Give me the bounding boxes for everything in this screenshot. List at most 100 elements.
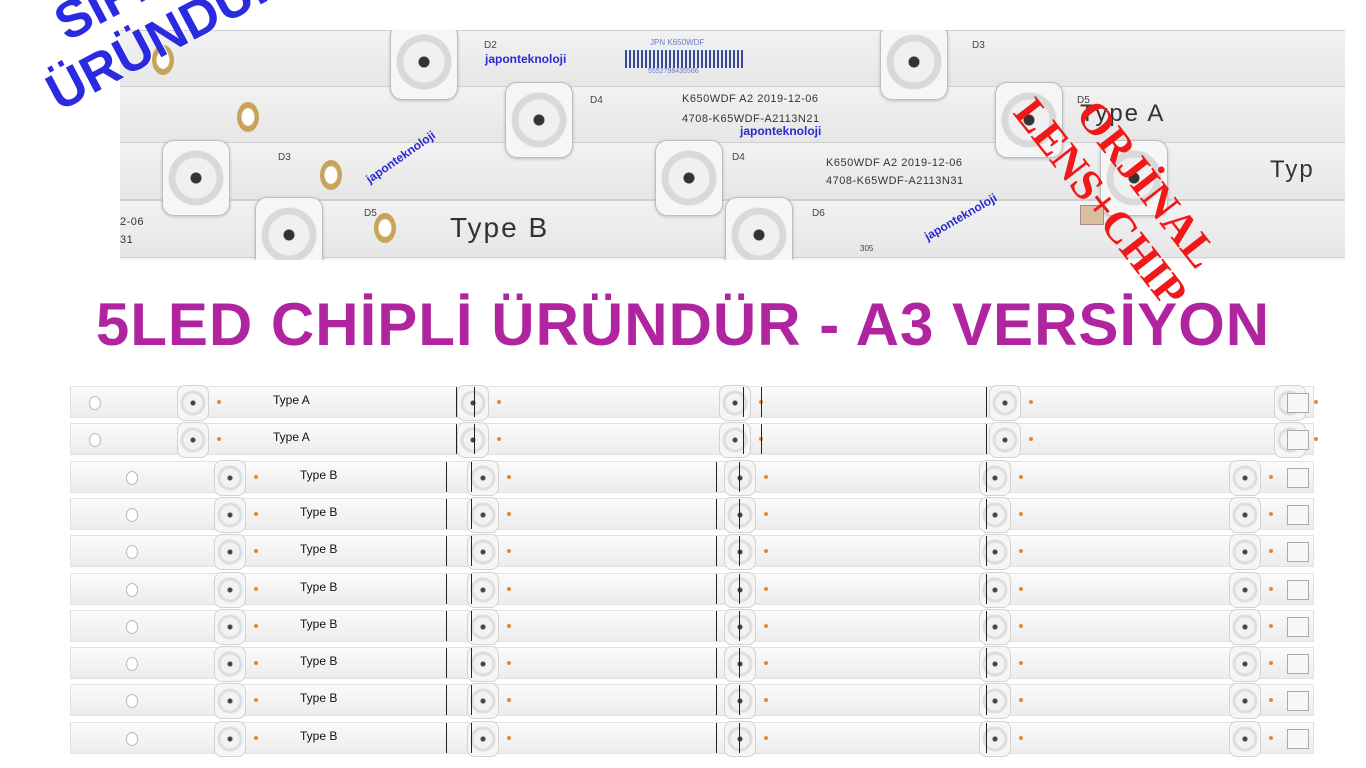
led-lens	[1229, 534, 1261, 571]
solder-dot	[254, 735, 258, 740]
connector	[1287, 504, 1309, 525]
solder-dot	[1269, 586, 1273, 591]
segment-divider	[739, 536, 740, 567]
mount-hole	[126, 657, 138, 672]
solder-dot	[254, 623, 258, 628]
led-lens	[989, 385, 1021, 421]
led-label: D3	[972, 40, 985, 51]
led-lens	[467, 534, 499, 571]
segment-divider	[446, 536, 447, 567]
type-a-label: Type A	[1080, 100, 1166, 127]
mount-hole	[126, 507, 138, 522]
led-lens	[724, 571, 756, 608]
solder-dot	[764, 661, 768, 666]
segment-divider	[446, 573, 447, 604]
led-lens	[979, 534, 1011, 571]
led-lens	[724, 646, 756, 683]
led-label: D6	[812, 208, 825, 219]
solder-dot	[1314, 400, 1318, 404]
segment-divider	[456, 387, 457, 417]
solder-dot	[764, 549, 768, 554]
solder-dot	[254, 511, 258, 516]
connector	[1287, 728, 1309, 749]
led-lens	[995, 82, 1063, 158]
led-lens	[1229, 496, 1261, 533]
segment-divider	[716, 648, 717, 679]
led-lens	[1229, 459, 1261, 496]
board-print: 2-06	[120, 216, 145, 228]
mount-hole	[89, 396, 101, 410]
led-lens	[467, 720, 499, 757]
solder-dot	[1269, 661, 1273, 666]
led-lens	[724, 496, 756, 533]
solder-dot	[1029, 437, 1033, 442]
segment-divider	[739, 722, 740, 753]
watermark: japonteknoloji	[485, 52, 567, 66]
strip-type-label: Type B	[300, 467, 338, 482]
led-label: D3	[278, 152, 291, 163]
barcode-number: 5552798435566	[648, 68, 699, 75]
connector	[1287, 467, 1309, 488]
led-lens	[880, 30, 948, 100]
segment-divider	[986, 498, 987, 529]
segment-divider	[986, 536, 987, 567]
solder-dot	[1314, 437, 1318, 442]
solder-dot	[1019, 549, 1023, 554]
segment-divider	[986, 722, 987, 753]
mount-hole	[126, 545, 138, 560]
segment-divider	[446, 648, 447, 679]
board-print: K650WDF A2 2019-12-06	[682, 93, 819, 105]
solder-dot	[764, 586, 768, 591]
led-lens	[214, 683, 246, 720]
type-label: Typ	[1270, 156, 1315, 183]
led-label: D5	[364, 208, 377, 219]
led-label: D4	[590, 95, 603, 106]
solder-dot	[1269, 735, 1273, 740]
segment-divider	[739, 610, 740, 641]
solder-dot	[254, 586, 258, 591]
solder-dot	[1019, 474, 1023, 479]
led-lens	[505, 82, 573, 158]
solder-dot	[1019, 661, 1023, 666]
segment-divider	[716, 722, 717, 753]
strip-type-label: Type B	[300, 728, 338, 743]
strip-type-label: Type B	[300, 616, 338, 631]
solder-dot	[254, 698, 258, 703]
solder-dot	[497, 437, 501, 442]
segment-divider	[446, 461, 447, 492]
led-strip: Type B	[70, 496, 1314, 533]
segment-divider	[986, 648, 987, 679]
mount-washer	[152, 45, 174, 75]
mount-hole	[126, 731, 138, 746]
led-strip: Type A	[70, 422, 1318, 459]
segment-divider	[743, 424, 744, 455]
solder-dot	[1019, 698, 1023, 703]
led-lens	[979, 459, 1011, 496]
led-strip: Type B	[70, 534, 1314, 571]
segment-divider	[986, 685, 987, 716]
segment-divider	[739, 648, 740, 679]
mount-hole	[126, 694, 138, 709]
segment-divider	[986, 424, 987, 455]
segment-divider	[474, 387, 475, 417]
board-print: K650WDF A2 2019-12-06	[826, 157, 963, 169]
segment-divider	[471, 573, 472, 604]
led-lens	[724, 683, 756, 720]
led-lens	[979, 496, 1011, 533]
mount-hole	[89, 433, 101, 448]
board-print: 4708-K65WDF-A2113N21	[682, 113, 820, 125]
segment-divider	[471, 648, 472, 679]
board-number: 305	[860, 244, 874, 253]
led-lens	[979, 720, 1011, 757]
led-lens	[177, 385, 209, 421]
solder-dot	[507, 698, 511, 703]
led-lens	[255, 197, 323, 260]
led-lens	[719, 385, 751, 421]
led-strip-closeup-photo: D2 D3 D4 D5 D3 D4 D5 D6 JPN K650WDF 5552…	[120, 30, 1345, 260]
strip-type-label: Type B	[300, 542, 338, 557]
segment-divider	[716, 536, 717, 567]
connector	[1287, 654, 1309, 675]
solder-dot	[507, 661, 511, 666]
segment-divider	[986, 610, 987, 641]
led-lens	[457, 422, 489, 459]
